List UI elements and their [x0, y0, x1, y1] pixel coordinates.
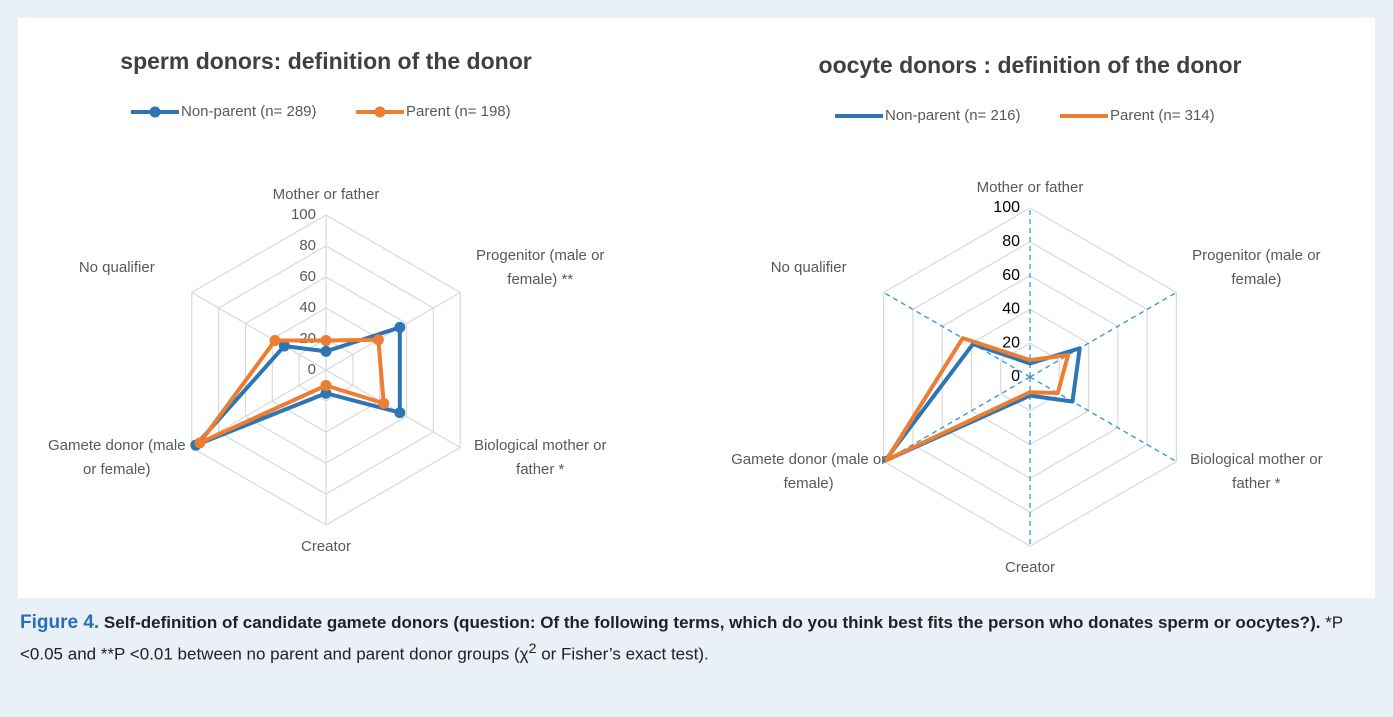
category-label: No qualifier	[770, 258, 847, 276]
marker	[378, 397, 390, 409]
category-label: Creator	[1004, 559, 1056, 576]
r-tick-label: 0	[1011, 368, 1020, 385]
category-label: Gamete donor (male or female)	[731, 450, 887, 492]
chart-title: oocyte donors : definition of the donor	[819, 52, 1242, 78]
marker	[320, 335, 332, 347]
charts: sperm donors: definition of the donor Non…	[120, 48, 1242, 547]
marker	[372, 334, 384, 346]
category-label: Mother or father	[272, 186, 380, 203]
chart-title: sperm donors: definition of the donor	[120, 48, 531, 74]
legend-marker	[149, 106, 161, 118]
legend-label: Parent (n= 198)	[406, 103, 511, 120]
r-tick-label: 60	[299, 268, 316, 285]
category-label: Biological mother or father *	[1190, 450, 1323, 492]
category-label: Mother or father	[976, 179, 1084, 196]
caption-title: Self-definition of candidate gamete dono…	[103, 613, 1321, 632]
caption-label: Figure 4.	[20, 612, 100, 633]
r-tick-label: 0	[308, 361, 316, 378]
spoke	[883, 291, 1031, 378]
marker	[269, 335, 281, 347]
marker	[394, 407, 406, 419]
series-line	[883, 342, 1082, 463]
marker	[278, 340, 290, 352]
category-label: Creator	[300, 538, 352, 555]
marker	[394, 321, 406, 333]
series-line	[884, 336, 1071, 462]
category-label: Biological mother or father *	[473, 436, 607, 478]
marker	[320, 387, 332, 399]
r-tick-label: 20	[299, 330, 316, 347]
r-tick-label: 20	[1002, 334, 1020, 351]
marker	[194, 437, 206, 449]
r-tick-label: 100	[993, 199, 1020, 216]
caption: Figure 4. Self-definition of candidate g…	[20, 610, 1375, 668]
grid-ring	[883, 207, 1177, 547]
spoke	[1029, 376, 1177, 463]
marker	[320, 380, 332, 391]
legend-label: Parent (n= 314)	[1110, 107, 1215, 124]
caption-note: *P <0.05 and **P <0.01 between no parent…	[20, 613, 1343, 664]
r-tick-label: 80	[299, 237, 316, 254]
r-tick-label: 40	[1002, 301, 1020, 318]
category-label: Progenitor (male or female)	[1192, 246, 1321, 288]
r-tick-label: 100	[291, 206, 316, 223]
legend-label: Non-parent (n= 216)	[885, 107, 1021, 124]
r-tick-label: 60	[1002, 267, 1020, 284]
r-tick-label: 80	[1002, 233, 1020, 250]
caption-sup: 2	[528, 641, 537, 657]
spoke	[325, 369, 461, 449]
grid-ring	[1000, 342, 1060, 412]
category-label: Gamete donor (male or female)	[47, 436, 186, 478]
marker	[320, 345, 332, 357]
category-label: No qualifier	[78, 258, 155, 276]
legend-label: Non-parent (n= 289)	[181, 103, 317, 120]
spoke	[191, 291, 327, 371]
caption-note: or Fisher’s exact test).	[536, 644, 709, 664]
legend-marker	[374, 106, 386, 118]
r-tick-label: 40	[299, 299, 316, 316]
category-label: Progenitor (male or female) **	[476, 246, 605, 288]
spoke	[883, 376, 1031, 463]
spoke	[1029, 291, 1177, 378]
